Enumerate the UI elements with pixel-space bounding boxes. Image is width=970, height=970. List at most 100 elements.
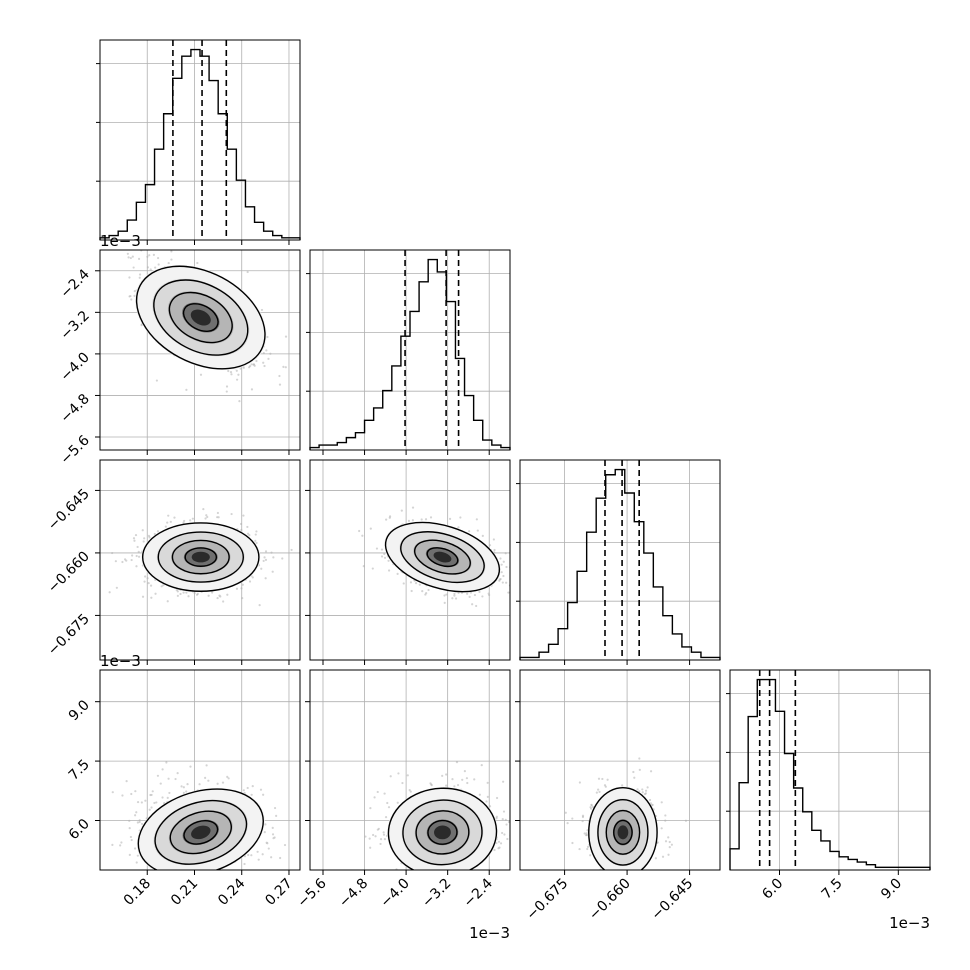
scatter-point (275, 814, 278, 817)
scatter-point (128, 819, 131, 822)
scatter-point (535, 543, 537, 545)
scatter-point (465, 777, 469, 780)
histogram-line (729, 678, 931, 870)
scatter-point (369, 527, 372, 530)
scatter-point (501, 831, 504, 835)
scatter-point (493, 848, 496, 852)
scatter-point (429, 516, 433, 519)
pair-content (111, 761, 287, 870)
pair-panel-1-2 (310, 460, 537, 660)
scatter-point (156, 256, 160, 260)
contour-line (135, 265, 266, 370)
density-level (190, 309, 211, 326)
scatter-point (207, 779, 210, 782)
scatter-point (138, 819, 141, 822)
scatter-point (199, 373, 203, 376)
scatter-point (445, 784, 448, 787)
scatter-point (668, 846, 671, 849)
scatter-point (424, 518, 428, 521)
scatter-point (267, 847, 270, 850)
scatter-point (250, 854, 253, 857)
scatter-point (513, 563, 515, 565)
scatter-point (202, 508, 205, 511)
panel-frame (309, 669, 511, 871)
scatter-point (383, 556, 387, 559)
scatter-point (162, 584, 165, 587)
scatter-point (266, 335, 269, 339)
scatter-point (161, 796, 164, 799)
scatter-point (216, 596, 219, 600)
scatter-point (425, 592, 428, 595)
scatter-point (155, 379, 158, 382)
scatter-point (284, 366, 287, 369)
scatter-point (219, 595, 222, 598)
scatter-point (216, 782, 219, 785)
scatter-point (134, 533, 138, 537)
scatter-point (138, 820, 141, 824)
scatter-point (111, 791, 114, 794)
density-level (433, 551, 452, 563)
scatter-point (505, 581, 508, 584)
scatter-point (499, 577, 502, 581)
scatter-point (128, 853, 131, 856)
scatter-point (85, 244, 87, 246)
scatter-point (136, 821, 139, 824)
contour-line (141, 522, 260, 592)
scatter-point (246, 786, 249, 790)
scatter-point (380, 555, 384, 558)
scatter-point (453, 594, 456, 597)
scatter-point (179, 592, 182, 596)
scatter-point (382, 831, 385, 834)
scatter-point (205, 514, 208, 517)
scatter-point (571, 841, 574, 845)
scatter-point (264, 558, 268, 561)
scatter-point (443, 601, 446, 604)
scatter-point (445, 773, 448, 776)
scatter-point (189, 765, 192, 768)
scatter-point (264, 550, 268, 553)
scatter-point (283, 843, 287, 847)
histogram-line (519, 468, 721, 660)
scatter-point (499, 842, 503, 845)
scatter-point (493, 548, 496, 552)
scatter-point (382, 833, 386, 836)
scatter-point (270, 856, 273, 859)
pair-panel-0-3 (100, 670, 300, 870)
histogram-panel-2 (516, 460, 721, 660)
scatter-point (225, 385, 229, 388)
scatter-point (130, 792, 133, 796)
scatter-point (273, 806, 277, 810)
scatter-point (501, 818, 504, 821)
pair-panel-0-2 (100, 460, 300, 660)
contour-line (415, 810, 470, 855)
scatter-point (248, 364, 252, 368)
contour-line (402, 799, 483, 866)
scatter-point (143, 537, 146, 540)
scatter-point (272, 556, 275, 559)
scatter-point (148, 254, 151, 257)
contour-line (384, 521, 501, 593)
scatter-point (167, 777, 170, 780)
scatter-point (173, 516, 176, 519)
scatter-point (471, 603, 474, 606)
scatter-point (402, 582, 405, 585)
scatter-point (654, 857, 657, 860)
contour-line (387, 787, 498, 870)
scatter-point (135, 554, 138, 558)
scatter-point (278, 383, 282, 386)
scatter-point (670, 843, 673, 846)
scatter-point (606, 778, 609, 781)
scatter-point (235, 369, 238, 372)
scatter-point (216, 511, 219, 515)
pair-content (364, 761, 510, 870)
scatter-point (485, 800, 488, 803)
scatter-point (204, 517, 207, 520)
scatter-point (418, 583, 421, 586)
scatter-point (475, 518, 478, 521)
scatter-point (383, 792, 386, 795)
scatter-point (227, 369, 230, 373)
scatter-point (185, 591, 188, 594)
scatter-point (135, 565, 138, 568)
scatter-point (498, 846, 501, 849)
